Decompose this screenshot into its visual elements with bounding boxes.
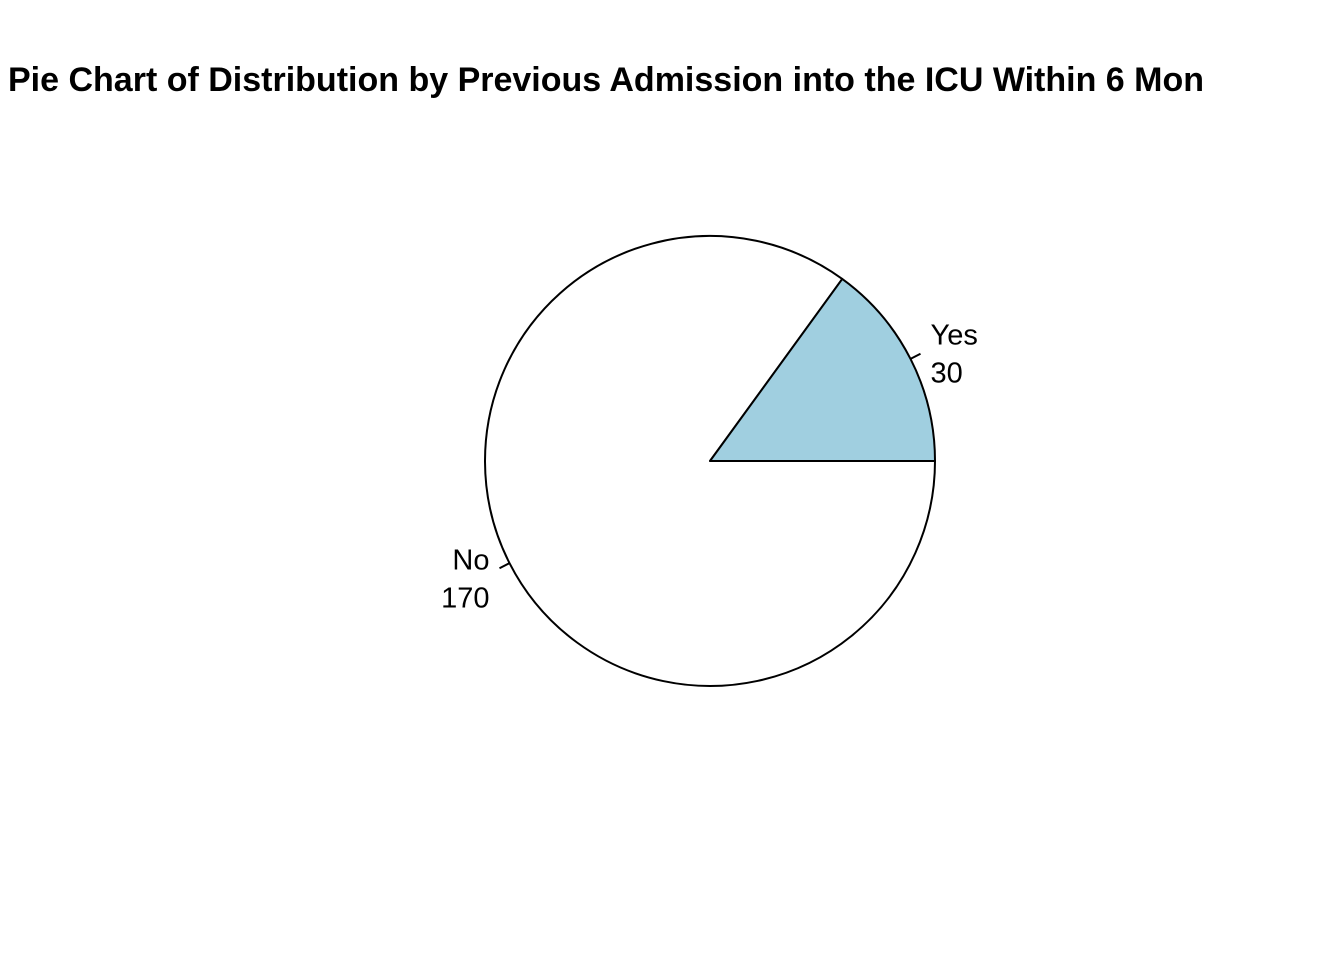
slice-value-no: 170: [441, 582, 489, 614]
label-tick-no: [499, 562, 510, 570]
pie-slice-yes: [709, 277, 936, 462]
slice-category-yes: Yes: [931, 320, 978, 352]
label-tick-yes: [910, 352, 921, 360]
slice-label-no: No 170: [441, 544, 489, 614]
chart-title: Pie Chart of Distribution by Previous Ad…: [8, 61, 1205, 99]
pie-labels: No 170 Yes 30: [441, 320, 978, 615]
slice-label-yes: Yes 30: [931, 320, 978, 390]
pie-slices: [484, 235, 936, 687]
slice-category-no: No: [452, 544, 489, 576]
slice-value-yes: 30: [931, 358, 963, 390]
